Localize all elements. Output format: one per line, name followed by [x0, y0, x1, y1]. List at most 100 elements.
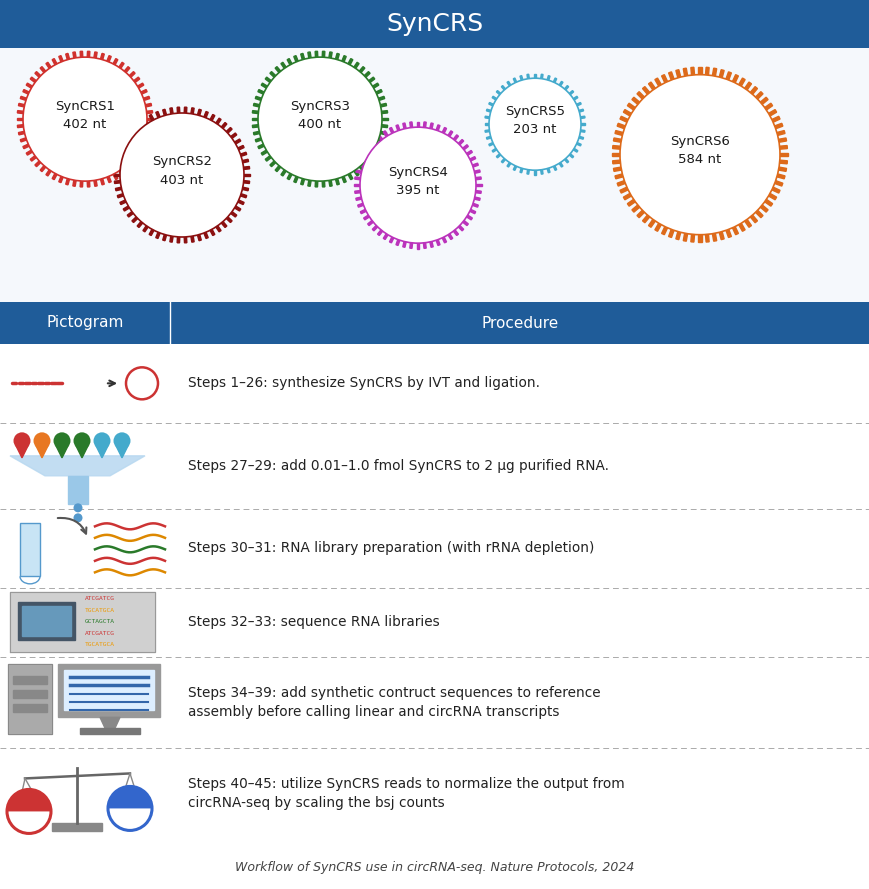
Polygon shape [381, 118, 388, 120]
Polygon shape [395, 124, 400, 131]
Polygon shape [18, 132, 24, 135]
Polygon shape [141, 90, 147, 94]
Polygon shape [301, 179, 304, 185]
Circle shape [93, 432, 110, 449]
Polygon shape [146, 124, 152, 128]
Polygon shape [580, 124, 585, 125]
Polygon shape [383, 131, 388, 137]
Polygon shape [209, 229, 215, 236]
Polygon shape [472, 204, 478, 207]
Circle shape [73, 503, 83, 512]
Polygon shape [355, 177, 360, 180]
Polygon shape [18, 602, 75, 640]
Polygon shape [242, 188, 249, 191]
Polygon shape [52, 173, 57, 180]
Polygon shape [87, 52, 90, 57]
Polygon shape [100, 53, 104, 60]
Polygon shape [143, 118, 148, 124]
Polygon shape [474, 170, 480, 173]
Polygon shape [124, 67, 129, 73]
Polygon shape [389, 237, 394, 243]
Polygon shape [143, 96, 149, 100]
Polygon shape [342, 56, 346, 62]
Polygon shape [383, 234, 388, 239]
Polygon shape [616, 180, 625, 186]
Polygon shape [764, 103, 772, 110]
Polygon shape [141, 144, 147, 148]
Polygon shape [573, 148, 577, 152]
Polygon shape [469, 209, 475, 213]
Polygon shape [492, 96, 496, 100]
Polygon shape [458, 226, 463, 231]
Polygon shape [257, 144, 264, 148]
Polygon shape [26, 83, 32, 88]
Circle shape [14, 432, 30, 449]
Polygon shape [754, 92, 762, 100]
Polygon shape [253, 103, 260, 107]
Text: SynCRS4
395 nt: SynCRS4 395 nt [388, 165, 448, 196]
Polygon shape [360, 156, 366, 161]
Polygon shape [576, 142, 580, 146]
Polygon shape [486, 136, 490, 140]
Polygon shape [113, 173, 117, 180]
Polygon shape [13, 690, 47, 698]
Polygon shape [462, 145, 468, 150]
Polygon shape [123, 139, 129, 144]
Polygon shape [767, 109, 776, 116]
Polygon shape [778, 167, 786, 172]
Polygon shape [359, 67, 364, 73]
Ellipse shape [360, 127, 475, 244]
Text: Steps 40–45: utilize SynCRS reads to normalize the output from
circRNA-seq by sc: Steps 40–45: utilize SynCRS reads to nor… [188, 777, 624, 810]
Polygon shape [636, 92, 644, 100]
Polygon shape [322, 52, 324, 57]
Bar [0, 302, 869, 344]
Polygon shape [243, 166, 249, 170]
Polygon shape [712, 68, 716, 76]
Polygon shape [137, 83, 143, 88]
Polygon shape [771, 187, 779, 193]
Polygon shape [149, 229, 154, 236]
Polygon shape [123, 206, 129, 211]
Polygon shape [100, 179, 104, 185]
Polygon shape [177, 236, 180, 243]
Polygon shape [620, 187, 627, 193]
Polygon shape [301, 53, 304, 60]
Circle shape [73, 513, 83, 523]
Polygon shape [475, 190, 481, 194]
Polygon shape [778, 138, 786, 142]
Polygon shape [642, 215, 649, 223]
Polygon shape [453, 230, 458, 236]
Circle shape [113, 432, 130, 449]
Polygon shape [252, 124, 258, 128]
Polygon shape [184, 108, 187, 113]
Polygon shape [416, 244, 419, 249]
Polygon shape [134, 77, 140, 83]
Polygon shape [466, 150, 472, 156]
Polygon shape [52, 59, 57, 65]
Text: ATCGATCG: ATCGATCG [85, 630, 115, 636]
Polygon shape [132, 217, 137, 222]
Polygon shape [409, 243, 412, 248]
Polygon shape [402, 242, 406, 247]
Polygon shape [453, 135, 458, 140]
Polygon shape [363, 150, 369, 156]
Polygon shape [100, 717, 120, 730]
Polygon shape [253, 132, 260, 135]
Polygon shape [287, 173, 292, 180]
Polygon shape [368, 145, 373, 150]
Polygon shape [435, 124, 440, 131]
Polygon shape [134, 156, 140, 161]
Polygon shape [242, 159, 249, 163]
Polygon shape [221, 123, 227, 129]
Polygon shape [73, 52, 76, 58]
Polygon shape [540, 74, 542, 79]
Polygon shape [754, 210, 762, 218]
Polygon shape [744, 82, 751, 90]
Wedge shape [7, 789, 51, 812]
Polygon shape [40, 165, 46, 172]
Polygon shape [738, 223, 744, 231]
Polygon shape [359, 165, 364, 172]
Polygon shape [380, 132, 386, 135]
Polygon shape [36, 445, 48, 458]
Ellipse shape [620, 75, 779, 235]
